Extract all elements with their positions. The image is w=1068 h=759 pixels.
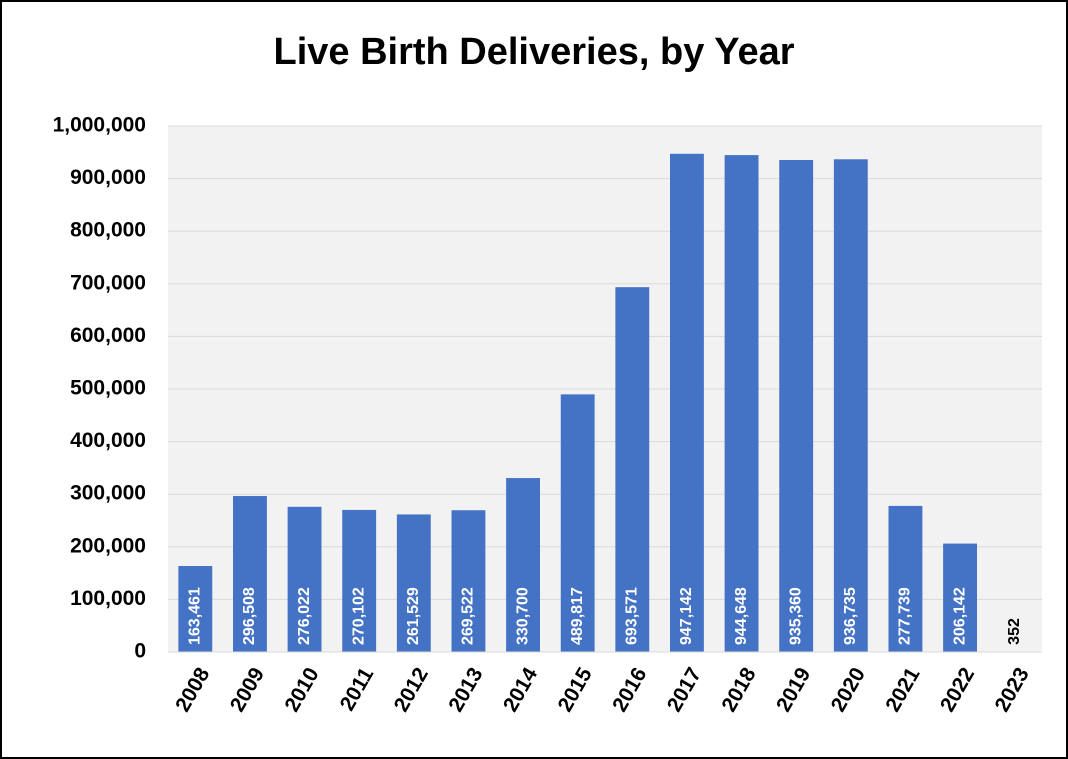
y-tick-label: 900,000 [70,166,146,189]
data-label: 489,817 [569,587,586,645]
data-label: 296,508 [241,587,258,645]
data-label: 206,142 [951,587,968,645]
data-label: 693,571 [624,587,641,645]
y-tick-label: 700,000 [70,271,146,294]
y-tick-label: 1,000,000 [53,114,146,137]
y-tick-label: 800,000 [70,219,146,242]
data-label: 936,735 [842,587,859,645]
data-label: 277,739 [897,587,914,645]
bar [779,160,814,652]
y-tick-label: 0 [134,640,146,663]
bar [560,394,595,652]
bar [287,506,322,652]
data-label: 352 [1006,618,1023,645]
data-label: 947,142 [678,587,695,645]
data-label: 935,360 [787,587,804,645]
bar [178,566,213,652]
bar [233,496,267,652]
y-tick-label: 100,000 [70,587,146,610]
chart-title: Live Birth Deliveries, by Year [273,31,794,73]
bar [943,543,977,652]
bar [670,153,704,652]
bar [724,155,759,652]
bar [342,509,377,652]
y-tick-label: 300,000 [70,482,146,505]
bar [451,510,486,652]
bar [833,159,868,652]
bar [396,514,431,652]
data-label: 270,102 [350,587,367,645]
data-label: 330,700 [514,587,531,645]
data-label: 944,648 [733,587,750,645]
bar [615,287,650,652]
y-tick-label: 400,000 [70,429,146,452]
data-label: 269,522 [460,587,477,645]
y-tick-label: 500,000 [70,377,146,400]
y-tick-label: 200,000 [70,534,146,557]
data-label: 163,461 [187,587,204,645]
data-label: 276,022 [296,587,313,645]
bar [506,478,540,652]
bar [888,505,923,652]
y-tick-label: 600,000 [70,324,146,347]
data-label: 261,529 [405,587,422,645]
